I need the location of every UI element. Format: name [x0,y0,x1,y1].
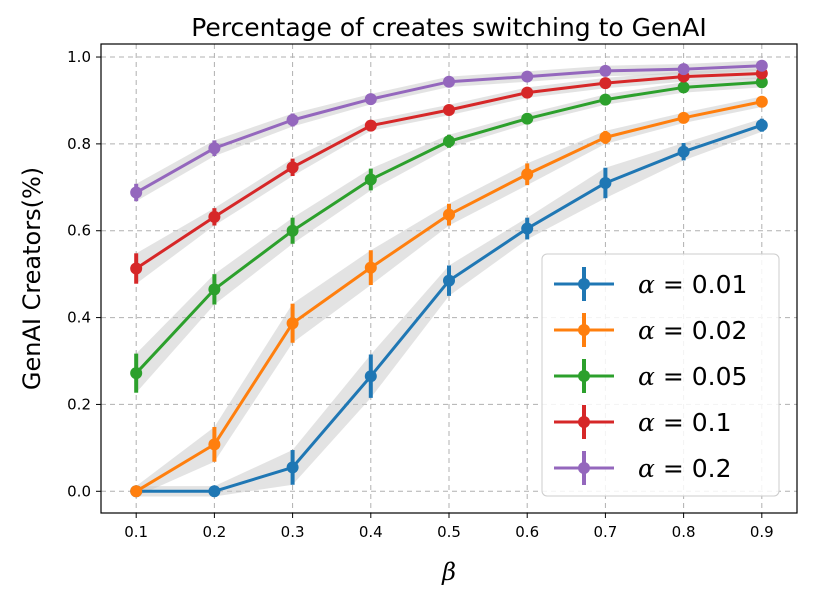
data-point [364,370,377,383]
y-tick-label: 1.0 [67,48,91,66]
x-axis-label: β [441,558,456,586]
legend-value: = 0.05 [655,362,748,391]
legend-item: α = 0.01 [554,267,747,301]
x-tick-label: 0.1 [124,523,148,541]
y-tick-label: 0.8 [67,135,91,153]
confidence-band [136,96,762,497]
data-point [286,113,299,126]
data-point [286,461,299,474]
series-group [130,76,768,393]
data-point [521,222,534,235]
data-point [599,176,612,189]
legend-item: α = 0.02 [554,313,747,347]
axes: 0.1 0.2 0.3 0.4 0.5 0.6 0.7 0.8 0.9 0.0 0.2 0.4 0.6 0… [67,43,798,541]
legend-label: α = 0.02 [638,316,747,345]
data-point [755,119,768,132]
data-point [286,161,299,174]
chart-title: Percentage of creates switching to GenAI [191,13,707,42]
legend-label: α = 0.1 [638,408,732,437]
data-point [130,186,143,199]
legend-marker [578,324,590,336]
legend-box [541,253,780,497]
data-point [130,367,143,380]
series-group [130,95,768,498]
y-tick-label: 0.6 [67,222,91,240]
x-tick-label: 0.3 [281,523,305,541]
legend-marker [578,370,590,382]
data-point [599,77,612,90]
x-tick-label: 0.9 [750,523,774,541]
legend-label: α = 0.01 [638,270,747,299]
y-tick-label: 0.2 [67,395,91,413]
x-tick-label: 0.4 [359,523,383,541]
data-point [443,208,455,221]
legend-item: α = 0.05 [554,359,747,393]
legend-alpha-symbol: α [638,408,655,437]
legend-value: = 0.02 [655,316,748,345]
legend-alpha-symbol: α [638,316,655,345]
x-tick-label: 0.6 [515,523,539,541]
data-point [677,81,690,94]
data-point [286,317,299,330]
data-point [443,135,455,148]
x-tick-label: 0.5 [437,523,461,541]
x-tick-label: 0.7 [593,523,617,541]
data-point [208,210,221,223]
y-tick-label: 0.0 [67,482,91,500]
y-axis-label: GenAI Creators(%) [18,167,46,390]
x-tick-label: 0.2 [202,523,226,541]
legend-alpha-symbol: α [638,362,655,391]
data-point [364,93,377,106]
data-point [208,283,221,296]
x-tick-label: 0.8 [672,523,696,541]
legend: α = 0.01α = 0.02α = 0.05α = 0.1α = 0.2 [541,253,780,497]
data-point [521,168,534,181]
data-point [521,112,534,125]
data-point [208,438,221,451]
data-point [208,485,221,498]
legend-marker [578,416,590,428]
legend-alpha-symbol: α [638,270,655,299]
data-point [521,86,534,99]
data-point [364,119,377,132]
legend-marker [578,462,590,474]
data-point [755,95,768,108]
data-point [443,274,455,287]
legend-label: α = 0.05 [638,362,747,391]
data-point [521,70,534,83]
legend-item: α = 0.1 [554,405,732,439]
data-point [599,64,612,77]
legend-value: = 0.1 [655,408,732,437]
y-tick-label: 0.4 [67,309,91,327]
legend-alpha-symbol: α [638,454,655,483]
data-point [443,104,455,117]
legend-item: α = 0.2 [554,451,732,485]
data-point [130,262,143,275]
legend-marker [578,278,590,290]
data-point [208,142,221,155]
series-group [130,59,768,202]
data-point [755,76,768,89]
data-point [599,93,612,106]
data-point [755,59,768,72]
data-point [364,261,377,274]
legend-value: = 0.01 [655,270,748,299]
data-point [130,485,143,498]
data-point [364,173,377,186]
data-point [677,145,690,158]
series-group [130,67,768,284]
data-point [286,224,299,237]
data-series [130,59,768,498]
data-point [599,131,612,144]
data-point [677,63,690,76]
legend-value: = 0.2 [655,454,732,483]
data-point [677,111,690,124]
data-point [443,75,455,88]
legend-label: α = 0.2 [638,454,732,483]
